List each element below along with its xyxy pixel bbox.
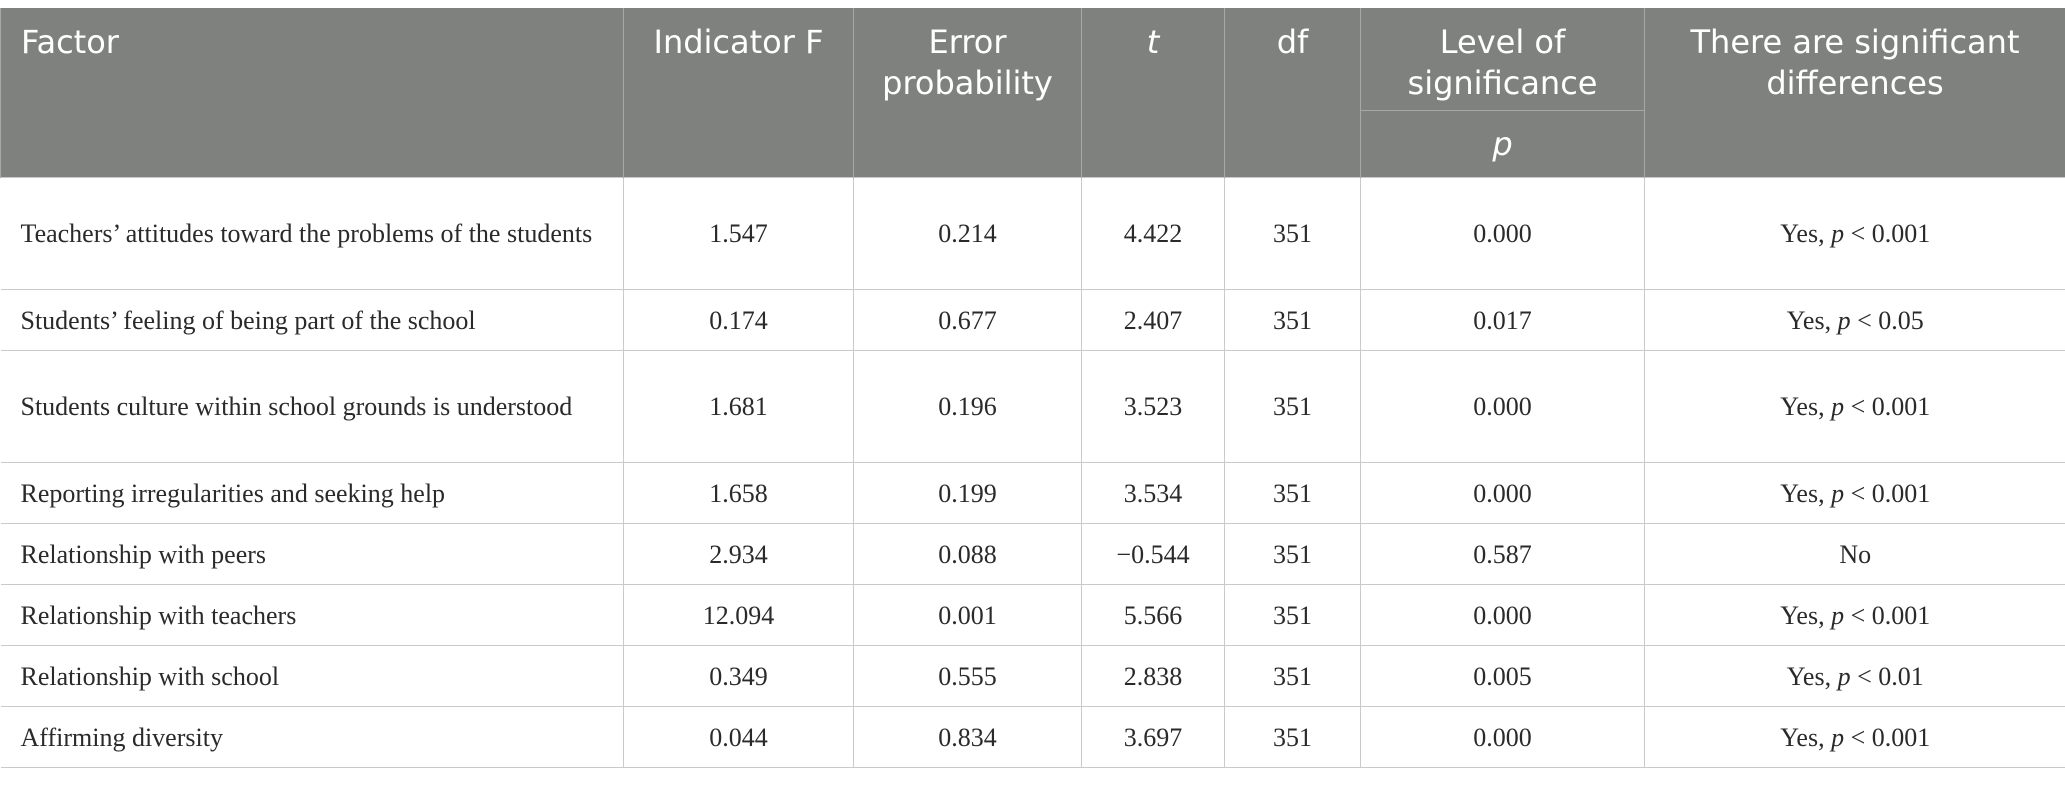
table-row: Teachers’ attitudes toward the problems … — [1, 178, 2065, 290]
sig-prefix: Yes, — [1780, 392, 1831, 421]
cell-t: 5.566 — [1082, 585, 1225, 646]
cell-p: 0.000 — [1361, 178, 1645, 290]
cell-t: 3.534 — [1082, 463, 1225, 524]
sig-prefix: Yes, — [1780, 601, 1831, 630]
cell-factor: Relationship with school — [1, 646, 624, 707]
header-indicator-f: Indicator F — [624, 8, 854, 178]
cell-df: 351 — [1225, 707, 1361, 768]
cell-significant-differences: Yes, p < 0.001 — [1645, 585, 2065, 646]
cell-indicator-f: 0.044 — [624, 707, 854, 768]
sig-prefix: Yes, — [1787, 306, 1838, 335]
cell-factor: Students’ feeling of being part of the s… — [1, 290, 624, 351]
cell-significant-differences: Yes, p < 0.001 — [1645, 463, 2065, 524]
cell-p: 0.000 — [1361, 707, 1645, 768]
sig-p-symbol: p — [1831, 601, 1844, 630]
cell-factor: Relationship with teachers — [1, 585, 624, 646]
sig-threshold: < 0.001 — [1844, 479, 1930, 508]
cell-error-probability: 0.677 — [854, 290, 1082, 351]
sig-threshold: < 0.01 — [1851, 662, 1924, 691]
cell-significant-differences: Yes, p < 0.001 — [1645, 707, 2065, 768]
cell-df: 351 — [1225, 290, 1361, 351]
sig-prefix: No — [1839, 540, 1871, 569]
header-significant-differences: There are significant differences — [1645, 8, 2065, 178]
sig-p-symbol: p — [1831, 479, 1844, 508]
cell-t: 4.422 — [1082, 178, 1225, 290]
cell-p: 0.017 — [1361, 290, 1645, 351]
cell-df: 351 — [1225, 463, 1361, 524]
cell-error-probability: 0.088 — [854, 524, 1082, 585]
cell-significant-differences: No — [1645, 524, 2065, 585]
cell-df: 351 — [1225, 351, 1361, 463]
header-t: t — [1082, 8, 1225, 178]
table-body: Teachers’ attitudes toward the problems … — [1, 178, 2065, 768]
cell-error-probability: 0.199 — [854, 463, 1082, 524]
sig-threshold: < 0.001 — [1844, 723, 1930, 752]
cell-significant-differences: Yes, p < 0.05 — [1645, 290, 2065, 351]
sig-p-symbol: p — [1838, 306, 1851, 335]
cell-indicator-f: 12.094 — [624, 585, 854, 646]
cell-error-probability: 0.196 — [854, 351, 1082, 463]
header-p: p — [1361, 111, 1645, 178]
cell-df: 351 — [1225, 524, 1361, 585]
sig-threshold: < 0.001 — [1844, 392, 1930, 421]
cell-error-probability: 0.214 — [854, 178, 1082, 290]
sig-prefix: Yes, — [1780, 723, 1831, 752]
cell-factor: Reporting irregularities and seeking hel… — [1, 463, 624, 524]
table-row: Students culture within school grounds i… — [1, 351, 2065, 463]
cell-significant-differences: Yes, p < 0.001 — [1645, 178, 2065, 290]
cell-significant-differences: Yes, p < 0.01 — [1645, 646, 2065, 707]
header-factor: Factor — [1, 8, 624, 178]
sig-p-symbol: p — [1831, 392, 1844, 421]
header-df: df — [1225, 8, 1361, 178]
table-row: Students’ feeling of being part of the s… — [1, 290, 2065, 351]
cell-indicator-f: 1.547 — [624, 178, 854, 290]
cell-factor: Affirming diversity — [1, 707, 624, 768]
cell-p: 0.000 — [1361, 463, 1645, 524]
cell-error-probability: 0.834 — [854, 707, 1082, 768]
sig-threshold: < 0.05 — [1851, 306, 1924, 335]
cell-indicator-f: 1.681 — [624, 351, 854, 463]
table-row: Reporting irregularities and seeking hel… — [1, 463, 2065, 524]
cell-significant-differences: Yes, p < 0.001 — [1645, 351, 2065, 463]
cell-factor: Relationship with peers — [1, 524, 624, 585]
cell-p: 0.005 — [1361, 646, 1645, 707]
cell-t: −0.544 — [1082, 524, 1225, 585]
sig-p-symbol: p — [1831, 219, 1844, 248]
sig-prefix: Yes, — [1780, 219, 1831, 248]
header-error-probability: Error probability — [854, 8, 1082, 178]
cell-t: 2.407 — [1082, 290, 1225, 351]
cell-p: 0.587 — [1361, 524, 1645, 585]
cell-p: 0.000 — [1361, 351, 1645, 463]
cell-t: 3.697 — [1082, 707, 1225, 768]
sig-prefix: Yes, — [1780, 479, 1831, 508]
cell-df: 351 — [1225, 178, 1361, 290]
cell-factor: Students culture within school grounds i… — [1, 351, 624, 463]
cell-t: 2.838 — [1082, 646, 1225, 707]
cell-indicator-f: 0.349 — [624, 646, 854, 707]
cell-p: 0.000 — [1361, 585, 1645, 646]
cell-indicator-f: 2.934 — [624, 524, 854, 585]
header-level-of-significance: Level of significance — [1361, 8, 1645, 111]
cell-df: 351 — [1225, 646, 1361, 707]
cell-indicator-f: 1.658 — [624, 463, 854, 524]
sig-threshold: < 0.001 — [1844, 219, 1930, 248]
table-header: Factor Indicator F Error probability t d… — [1, 8, 2065, 178]
sig-prefix: Yes, — [1787, 662, 1838, 691]
results-table: Factor Indicator F Error probability t d… — [0, 8, 2065, 768]
cell-indicator-f: 0.174 — [624, 290, 854, 351]
sig-threshold: < 0.001 — [1844, 601, 1930, 630]
cell-factor: Teachers’ attitudes toward the problems … — [1, 178, 624, 290]
cell-t: 3.523 — [1082, 351, 1225, 463]
cell-df: 351 — [1225, 585, 1361, 646]
sig-p-symbol: p — [1838, 662, 1851, 691]
cell-error-probability: 0.555 — [854, 646, 1082, 707]
sig-p-symbol: p — [1831, 723, 1844, 752]
cell-error-probability: 0.001 — [854, 585, 1082, 646]
